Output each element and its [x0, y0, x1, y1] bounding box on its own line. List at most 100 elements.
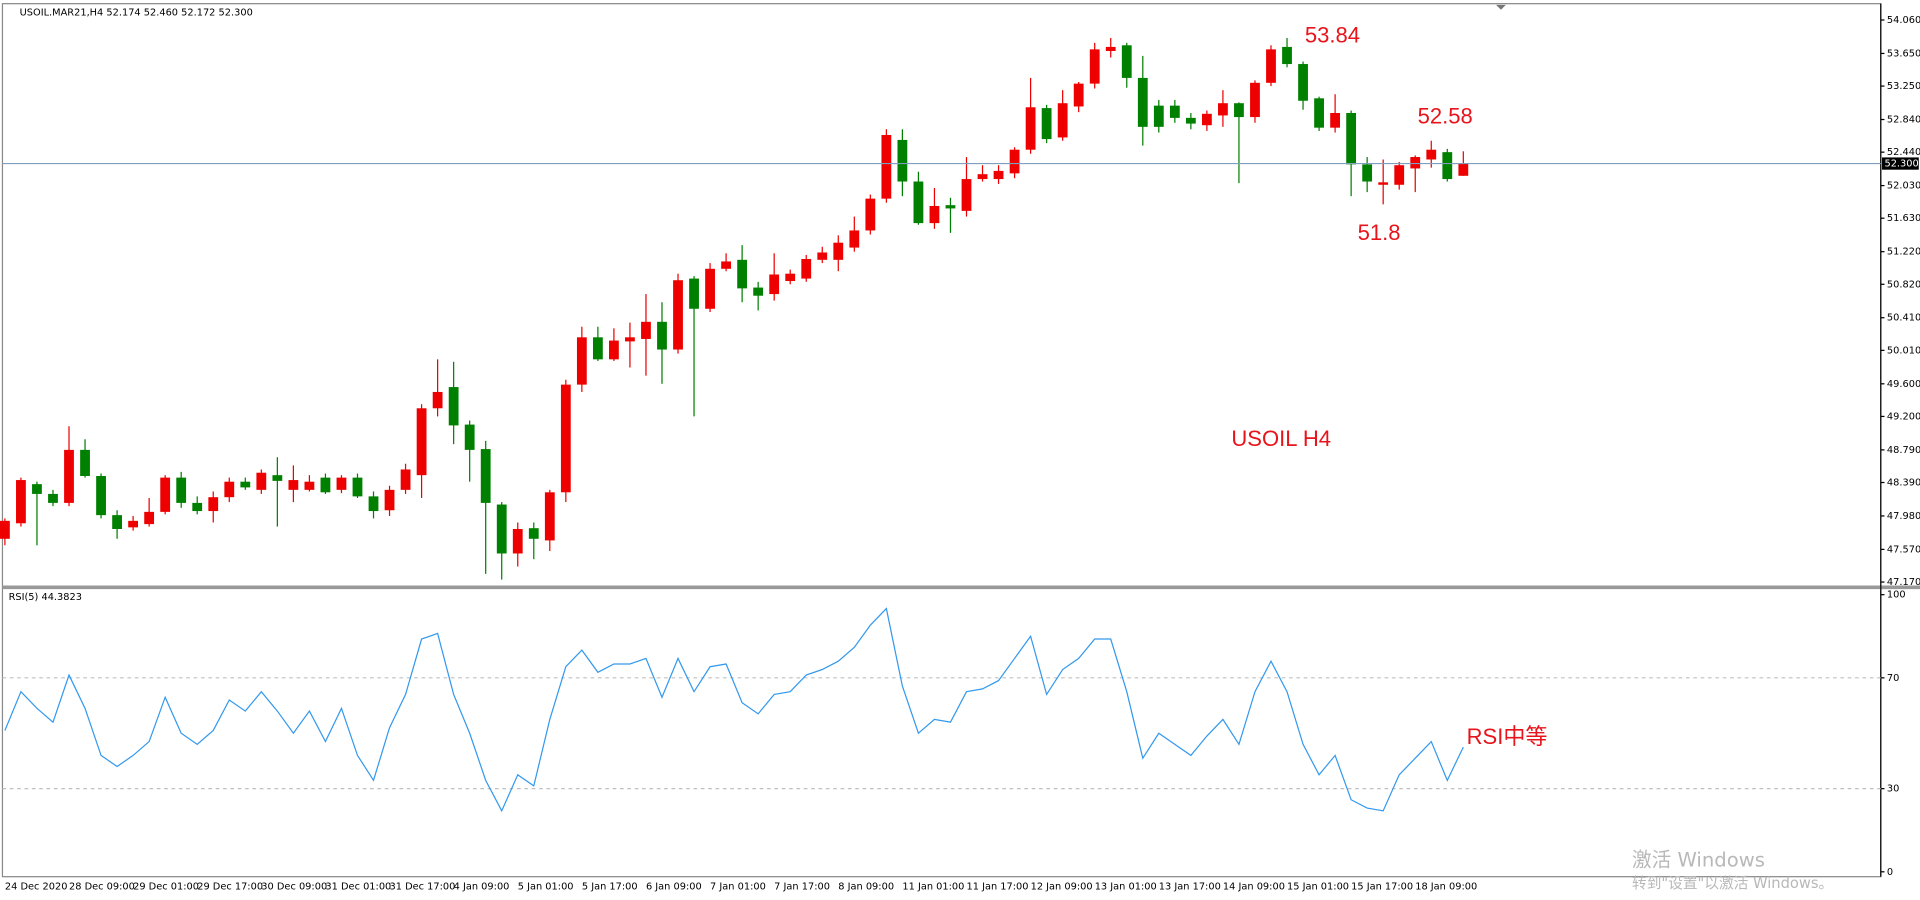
candle-body: [144, 511, 155, 525]
candle-body: [977, 174, 988, 180]
y-tick-label: 70: [1887, 673, 1899, 684]
annotation: 53.84: [1305, 23, 1360, 48]
x-tick-label: 24 Dec 2020: [5, 882, 68, 893]
candle-body: [304, 481, 315, 490]
candle-body: [913, 181, 924, 224]
candle-body: [1201, 113, 1212, 126]
y-tick-label: 48.390: [1887, 478, 1920, 489]
candle-body: [705, 268, 715, 309]
candle-body: [48, 493, 58, 503]
candle-body: [16, 480, 26, 524]
candle-body: [785, 273, 796, 282]
candle-body: [272, 475, 283, 481]
x-tick-label: 15 Jan 17:00: [1351, 882, 1413, 893]
candle-body: [480, 449, 491, 503]
candle-body: [448, 387, 459, 426]
candle-body: [737, 259, 748, 289]
candle-body: [673, 280, 683, 350]
y-tick-label: 48.790: [1887, 445, 1920, 456]
candle-body: [1346, 112, 1357, 165]
x-tick-label: 12 Jan 09:00: [1031, 882, 1093, 893]
candle-body: [993, 170, 1004, 180]
candle-body: [240, 481, 251, 488]
x-tick-label: 7 Jan 17:00: [774, 882, 830, 893]
candle-body: [1458, 163, 1469, 176]
candle-body: [96, 475, 106, 516]
x-tick-label: 18 Jan 09:00: [1415, 882, 1477, 893]
candle-body: [1330, 112, 1341, 128]
candle-body: [528, 528, 539, 539]
candle-body: [849, 230, 860, 248]
y-tick-label: 50.410: [1887, 313, 1920, 324]
x-tick-label: 6 Jan 09:00: [646, 882, 702, 893]
x-tick-label: 29 Dec 17:00: [197, 882, 263, 893]
candle-body: [1105, 46, 1116, 51]
x-tick-label: 11 Jan 01:00: [902, 882, 964, 893]
x-tick-label: 29 Dec 01:00: [133, 882, 199, 893]
candle-body: [352, 477, 363, 497]
y-tick-label: 47.170: [1887, 577, 1920, 588]
candle-body: [833, 242, 844, 260]
shift-marker: [1496, 4, 1506, 10]
y-tick-label: 53.650: [1887, 48, 1920, 59]
y-tick-label: 50.010: [1887, 345, 1920, 356]
candle-body: [1410, 157, 1421, 169]
candle-body: [881, 135, 892, 199]
candle-body: [897, 139, 908, 182]
candle-body: [1041, 108, 1052, 140]
x-tick-label: 13 Jan 01:00: [1095, 882, 1157, 893]
candle-body: [560, 384, 571, 493]
candle-body: [64, 449, 74, 503]
candle-body: [689, 278, 699, 309]
current-price-label: 52.300: [1884, 159, 1918, 170]
x-tick-label: 5 Jan 01:00: [518, 882, 574, 893]
candle-body: [753, 287, 764, 296]
candle-body: [929, 205, 940, 224]
candle-body: [1362, 164, 1373, 182]
candle-body: [0, 520, 10, 539]
chart-title: USOIL.MAR21,H4 52.174 52.460 52.172 52.3…: [20, 7, 253, 18]
y-tick-label: 47.980: [1887, 511, 1920, 522]
candle-body: [576, 337, 587, 385]
annotation: 51.8: [1358, 220, 1401, 245]
candle-body: [160, 477, 171, 512]
candle-body: [128, 520, 139, 528]
candle-body: [400, 469, 411, 490]
x-tick-label: 8 Jan 09:00: [838, 882, 894, 893]
candle-body: [368, 496, 379, 512]
candle-body: [1298, 64, 1308, 101]
candle-body: [288, 480, 299, 490]
x-tick-label: 14 Jan 09:00: [1223, 882, 1285, 893]
y-tick-label: 52.840: [1887, 115, 1920, 126]
y-tick-label: 30: [1887, 784, 1899, 795]
candle-body: [609, 340, 619, 360]
candle-body: [464, 424, 475, 450]
candle-body: [32, 484, 42, 494]
y-tick-label: 52.440: [1887, 147, 1920, 158]
candle-body: [432, 391, 443, 409]
y-tick-label: 51.220: [1887, 247, 1920, 258]
y-tick-label: 0: [1887, 867, 1893, 878]
y-tick-label: 49.600: [1887, 379, 1920, 390]
candle-body: [721, 261, 731, 269]
candle-body: [1185, 117, 1196, 124]
y-tick-label: 54.060: [1887, 15, 1920, 26]
candle-body: [208, 497, 219, 512]
candle-body: [769, 274, 780, 295]
x-tick-label: 31 Dec 01:00: [325, 882, 391, 893]
candle-body: [1266, 49, 1276, 83]
candle-body: [1089, 49, 1100, 84]
y-tick-label: 100: [1887, 590, 1906, 601]
candle-body: [801, 259, 812, 279]
candle-body: [384, 489, 395, 511]
candle-body: [1314, 98, 1324, 128]
candle-body: [1025, 107, 1036, 150]
rsi-title: RSI(5) 44.3823: [9, 592, 82, 603]
watermark-subtitle: 转到"设置"以激活 Windows。: [1632, 875, 1833, 892]
candle-body: [112, 515, 122, 530]
candle-body: [544, 492, 555, 541]
candle-body: [224, 481, 235, 498]
x-tick-label: 4 Jan 09:00: [454, 882, 510, 893]
candle-body: [320, 477, 331, 493]
